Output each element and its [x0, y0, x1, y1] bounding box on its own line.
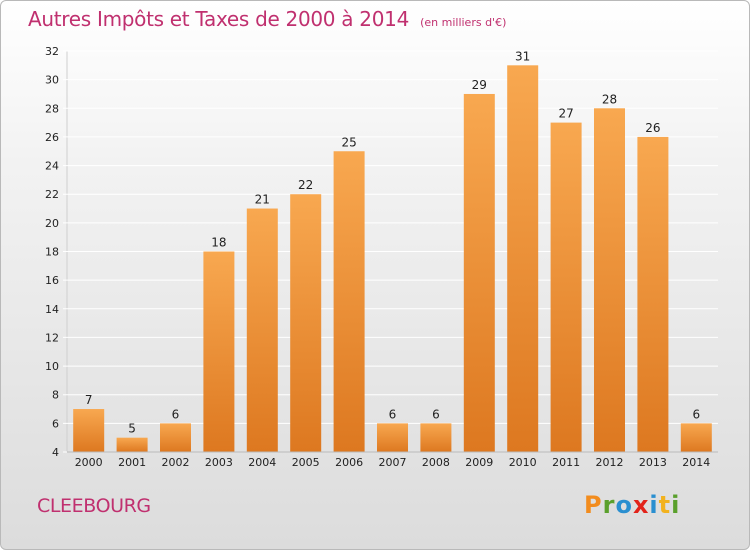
logo-letter: x [632, 491, 650, 519]
bar-value-label: 29 [472, 78, 487, 92]
y-tick-label: 12 [45, 331, 59, 344]
logo-letter: t [658, 491, 672, 519]
proxiti-logo: Proxiti [584, 491, 680, 519]
bar [420, 423, 452, 452]
bar-value-label: 6 [432, 407, 440, 421]
logo-letter: r [602, 491, 616, 519]
bar-value-label: 21 [255, 193, 270, 207]
logo-letter: i [649, 491, 659, 519]
y-tick-label: 8 [52, 389, 59, 402]
bar [333, 151, 365, 452]
chart-header: Autres Impôts et Taxes de 2000 à 2014 (e… [28, 7, 506, 31]
bar [377, 423, 408, 452]
y-tick-label: 10 [45, 360, 59, 373]
y-tick-label: 20 [45, 217, 59, 230]
bar [246, 208, 278, 452]
bar [680, 423, 712, 452]
y-tick-label: 28 [45, 102, 59, 115]
logo-letter: P [584, 491, 603, 519]
bar-value-label: 7 [85, 393, 93, 407]
logo-letter: i [671, 491, 681, 519]
chart-subtitle: (en milliers d'€) [420, 16, 507, 29]
x-tick-label: 2003 [205, 456, 233, 469]
chart-title: Autres Impôts et Taxes de 2000 à 2014 [28, 7, 409, 31]
x-tick-label: 2013 [639, 456, 667, 469]
bar [507, 65, 539, 453]
bar-value-label: 27 [558, 107, 573, 121]
commune-name: CLEEBOURG [37, 495, 151, 517]
bar [594, 108, 625, 453]
x-tick-label: 2001 [118, 456, 146, 469]
x-tick-label: 2014 [682, 456, 710, 469]
bar-value-label: 5 [128, 422, 136, 436]
y-tick-label: 30 [45, 74, 59, 87]
x-tick-label: 2004 [248, 456, 276, 469]
y-tick-label: 16 [45, 274, 59, 287]
bar [73, 409, 105, 452]
y-tick-label: 32 [45, 45, 59, 58]
x-tick-label: 2000 [75, 456, 103, 469]
bar [550, 122, 582, 452]
x-tick-label: 2002 [162, 456, 190, 469]
bar [463, 93, 495, 452]
bar-value-label: 25 [341, 135, 356, 149]
y-tick-label: 26 [45, 131, 59, 144]
x-tick-label: 2007 [379, 456, 407, 469]
x-tick-label: 2011 [552, 456, 580, 469]
y-tick-label: 6 [52, 417, 59, 430]
bar-value-label: 22 [298, 178, 313, 192]
bar [203, 251, 235, 452]
y-tick-label: 14 [45, 303, 59, 316]
x-tick-label: 2006 [335, 456, 363, 469]
bar-value-label: 31 [515, 49, 530, 63]
y-tick-label: 24 [45, 160, 59, 173]
x-tick-label: 2010 [509, 456, 537, 469]
bar-value-label: 26 [645, 121, 660, 135]
bar-value-label: 6 [389, 407, 397, 421]
bar [637, 136, 669, 452]
y-tick-label: 18 [45, 246, 59, 259]
bar [116, 437, 148, 452]
logo-letter: o [615, 491, 633, 519]
bar-value-label: 28 [602, 92, 617, 106]
bar [160, 423, 191, 452]
bar-value-label: 6 [692, 407, 700, 421]
x-tick-label: 2005 [292, 456, 320, 469]
x-tick-label: 2009 [465, 456, 493, 469]
bar [290, 194, 322, 452]
bar-value-label: 18 [211, 236, 226, 250]
y-tick-label: 22 [45, 188, 59, 201]
x-tick-label: 2008 [422, 456, 450, 469]
x-tick-label: 2012 [596, 456, 624, 469]
bar-value-label: 6 [172, 407, 180, 421]
y-tick-label: 4 [52, 446, 59, 459]
